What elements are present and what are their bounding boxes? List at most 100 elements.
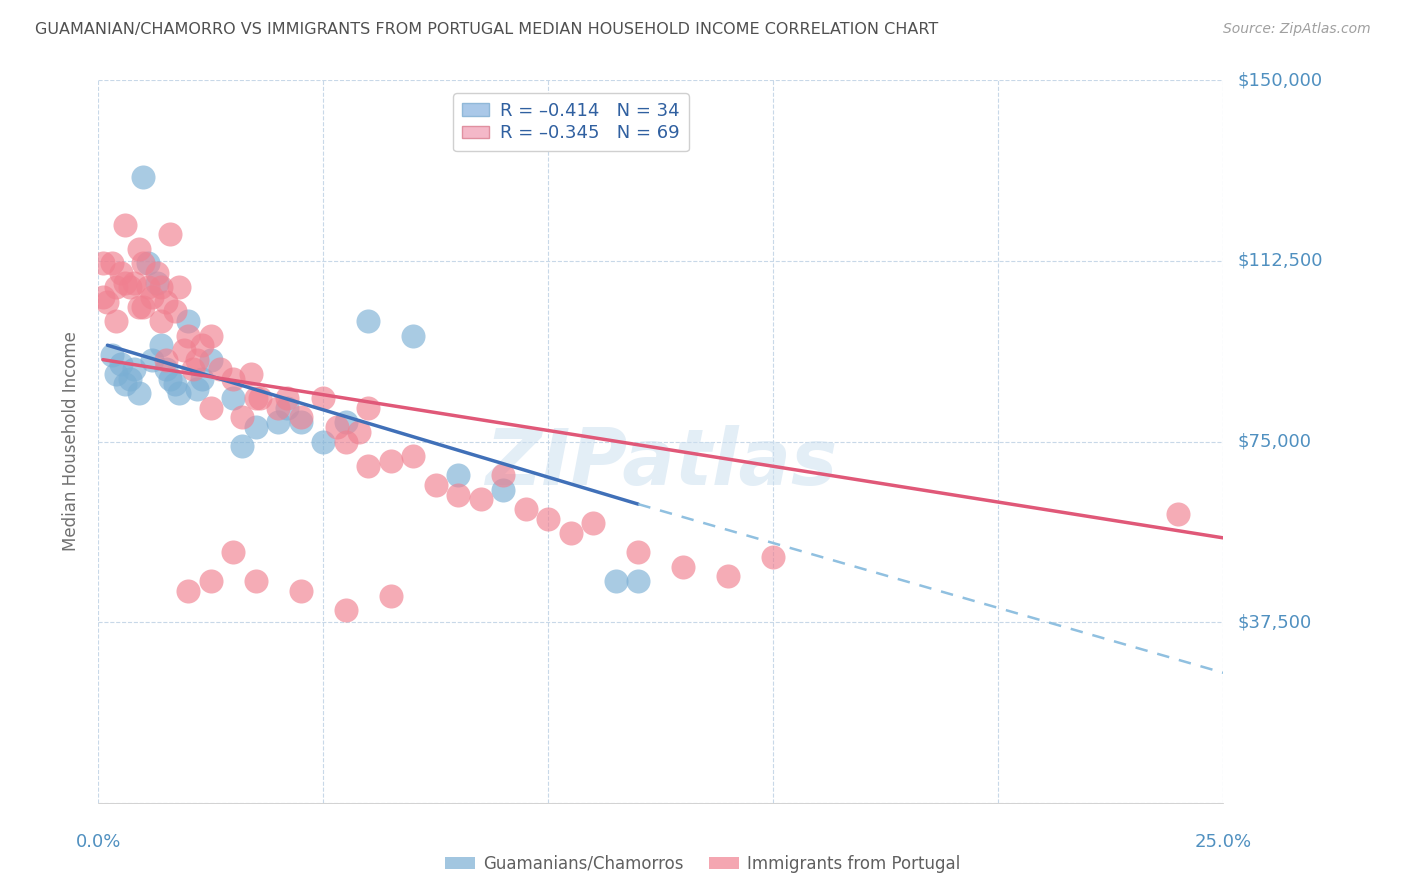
Point [191, 338, 214, 352]
Point [110, 358, 132, 372]
Point [186, 352, 208, 367]
Point [240, 367, 263, 381]
Point [380, 454, 402, 468]
Point [515, 502, 537, 516]
Point [110, 266, 132, 280]
Point [105, 367, 128, 381]
Point [470, 492, 492, 507]
Point [118, 280, 141, 294]
Point [245, 574, 267, 589]
Text: $37,500: $37,500 [1237, 613, 1312, 632]
Point [402, 449, 425, 463]
Point [627, 574, 650, 589]
Point [582, 516, 605, 531]
Point [492, 468, 515, 483]
Point [335, 434, 357, 449]
Point [312, 391, 335, 405]
Y-axis label: Median Household Income: Median Household Income [62, 332, 80, 551]
Text: ZIPatlas: ZIPatlas [485, 425, 837, 501]
Point [605, 574, 627, 589]
Legend: Guamanians/Chamorros, Immigrants from Portugal: Guamanians/Chamorros, Immigrants from Po… [439, 848, 967, 880]
Point [101, 348, 124, 362]
Point [169, 280, 191, 294]
Point [335, 415, 357, 429]
Point [717, 569, 740, 583]
Point [425, 478, 447, 492]
Point [245, 420, 267, 434]
Point [124, 276, 146, 290]
Point [124, 362, 146, 376]
Point [627, 545, 650, 559]
Point [136, 280, 159, 294]
Point [105, 314, 128, 328]
Point [141, 352, 163, 367]
Point [91, 290, 114, 304]
Point [200, 328, 222, 343]
Point [155, 294, 177, 309]
Point [177, 314, 200, 328]
Point [276, 401, 298, 415]
Point [349, 425, 371, 439]
Point [118, 372, 141, 386]
Text: $150,000: $150,000 [1237, 71, 1322, 89]
Text: Source: ZipAtlas.com: Source: ZipAtlas.com [1223, 22, 1371, 37]
Text: GUAMANIAN/CHAMORRO VS IMMIGRANTS FROM PORTUGAL MEDIAN HOUSEHOLD INCOME CORRELATI: GUAMANIAN/CHAMORRO VS IMMIGRANTS FROM PO… [35, 22, 938, 37]
Point [169, 386, 191, 401]
Point [141, 290, 163, 304]
Text: 0.0%: 0.0% [76, 833, 121, 851]
Point [159, 372, 181, 386]
Point [222, 391, 245, 405]
Point [155, 352, 177, 367]
Point [200, 352, 222, 367]
Point [114, 218, 136, 232]
Point [132, 169, 155, 184]
Point [128, 242, 150, 256]
Point [762, 550, 785, 565]
Point [186, 382, 208, 396]
Point [91, 256, 114, 270]
Point [357, 314, 380, 328]
Point [380, 589, 402, 603]
Point [200, 401, 222, 415]
Point [326, 420, 349, 434]
Point [105, 280, 128, 294]
Point [114, 376, 136, 391]
Point [208, 362, 231, 376]
Point [222, 372, 245, 386]
Point [357, 401, 380, 415]
Point [672, 559, 695, 574]
Point [101, 256, 124, 270]
Point [402, 328, 425, 343]
Point [132, 256, 155, 270]
Point [231, 410, 253, 425]
Point [222, 545, 245, 559]
Point [96, 294, 118, 309]
Point [245, 391, 267, 405]
Point [150, 280, 173, 294]
Point [128, 300, 150, 314]
Point [146, 276, 169, 290]
Point [276, 391, 298, 405]
Point [200, 574, 222, 589]
Point [155, 362, 177, 376]
Text: $112,500: $112,500 [1237, 252, 1323, 270]
Point [492, 483, 515, 497]
Point [132, 300, 155, 314]
Point [128, 386, 150, 401]
Point [173, 343, 195, 357]
Point [159, 227, 181, 242]
Point [357, 458, 380, 473]
Point [177, 583, 200, 598]
Point [150, 338, 173, 352]
Point [191, 372, 214, 386]
Point [312, 434, 335, 449]
Text: $75,000: $75,000 [1237, 433, 1312, 450]
Point [447, 468, 470, 483]
Point [231, 439, 253, 453]
Point [163, 304, 186, 318]
Point [290, 583, 312, 598]
Point [177, 328, 200, 343]
Point [181, 362, 204, 376]
Point [447, 487, 470, 501]
Point [1167, 507, 1189, 521]
